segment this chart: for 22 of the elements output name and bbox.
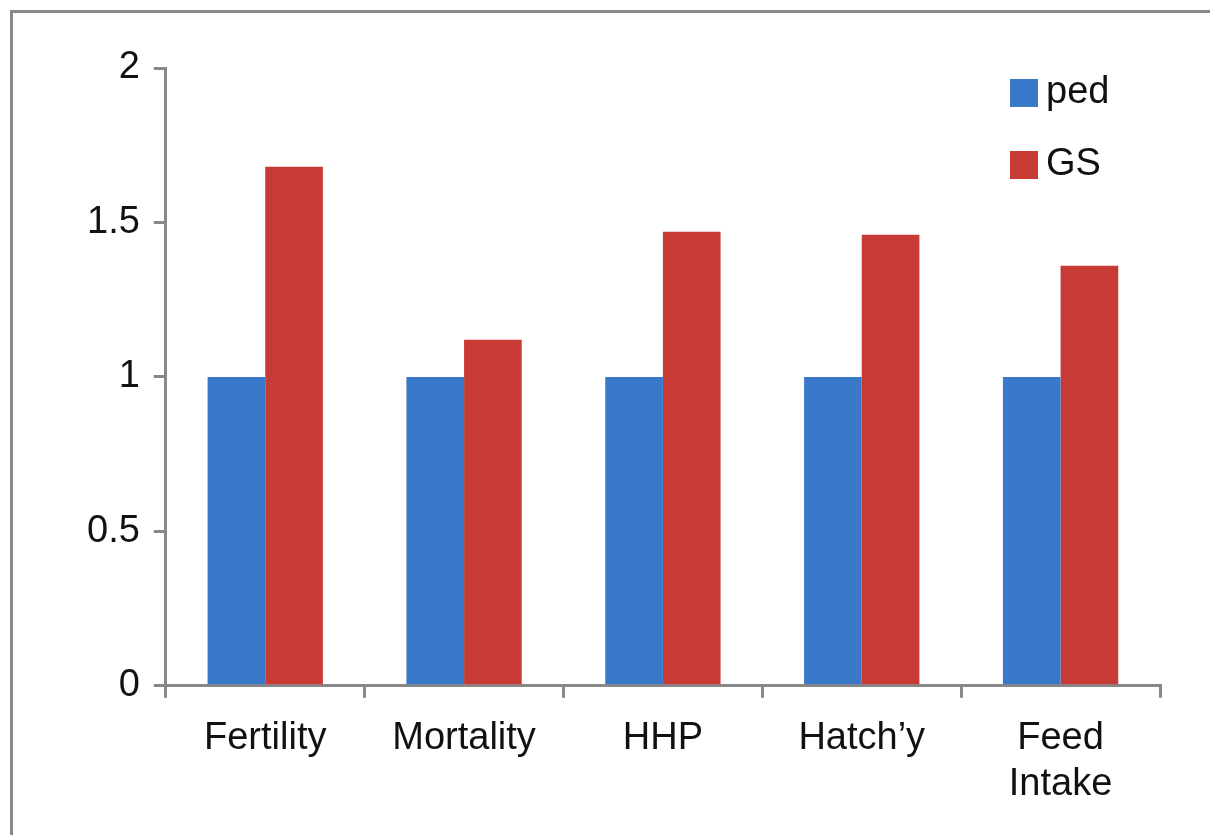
bar bbox=[804, 376, 862, 685]
legend-label: GS bbox=[1046, 141, 1101, 184]
x-tick-label: Hatch’y bbox=[798, 715, 926, 758]
bar bbox=[207, 376, 266, 685]
bar bbox=[1060, 265, 1119, 685]
bar bbox=[861, 234, 920, 685]
bar bbox=[1002, 376, 1061, 685]
x-tick-label: HHP bbox=[622, 715, 704, 758]
y-tick-label: 0.5 bbox=[87, 507, 140, 550]
x-tick-label: Feed Intake bbox=[1008, 715, 1113, 803]
y-tick-label: 0 bbox=[118, 662, 140, 705]
y-tick-label: 2 bbox=[118, 44, 140, 87]
bar bbox=[265, 166, 323, 685]
legend-label: ped bbox=[1046, 69, 1110, 112]
y-tick-label: 1.5 bbox=[87, 198, 140, 241]
y-tick-label: 1 bbox=[118, 353, 140, 396]
bar bbox=[662, 231, 721, 685]
bar bbox=[605, 376, 663, 685]
bar bbox=[406, 376, 465, 685]
x-tick-label: Mortality bbox=[392, 715, 536, 758]
bar bbox=[464, 339, 522, 685]
x-tick-label: Fertility bbox=[204, 715, 327, 758]
